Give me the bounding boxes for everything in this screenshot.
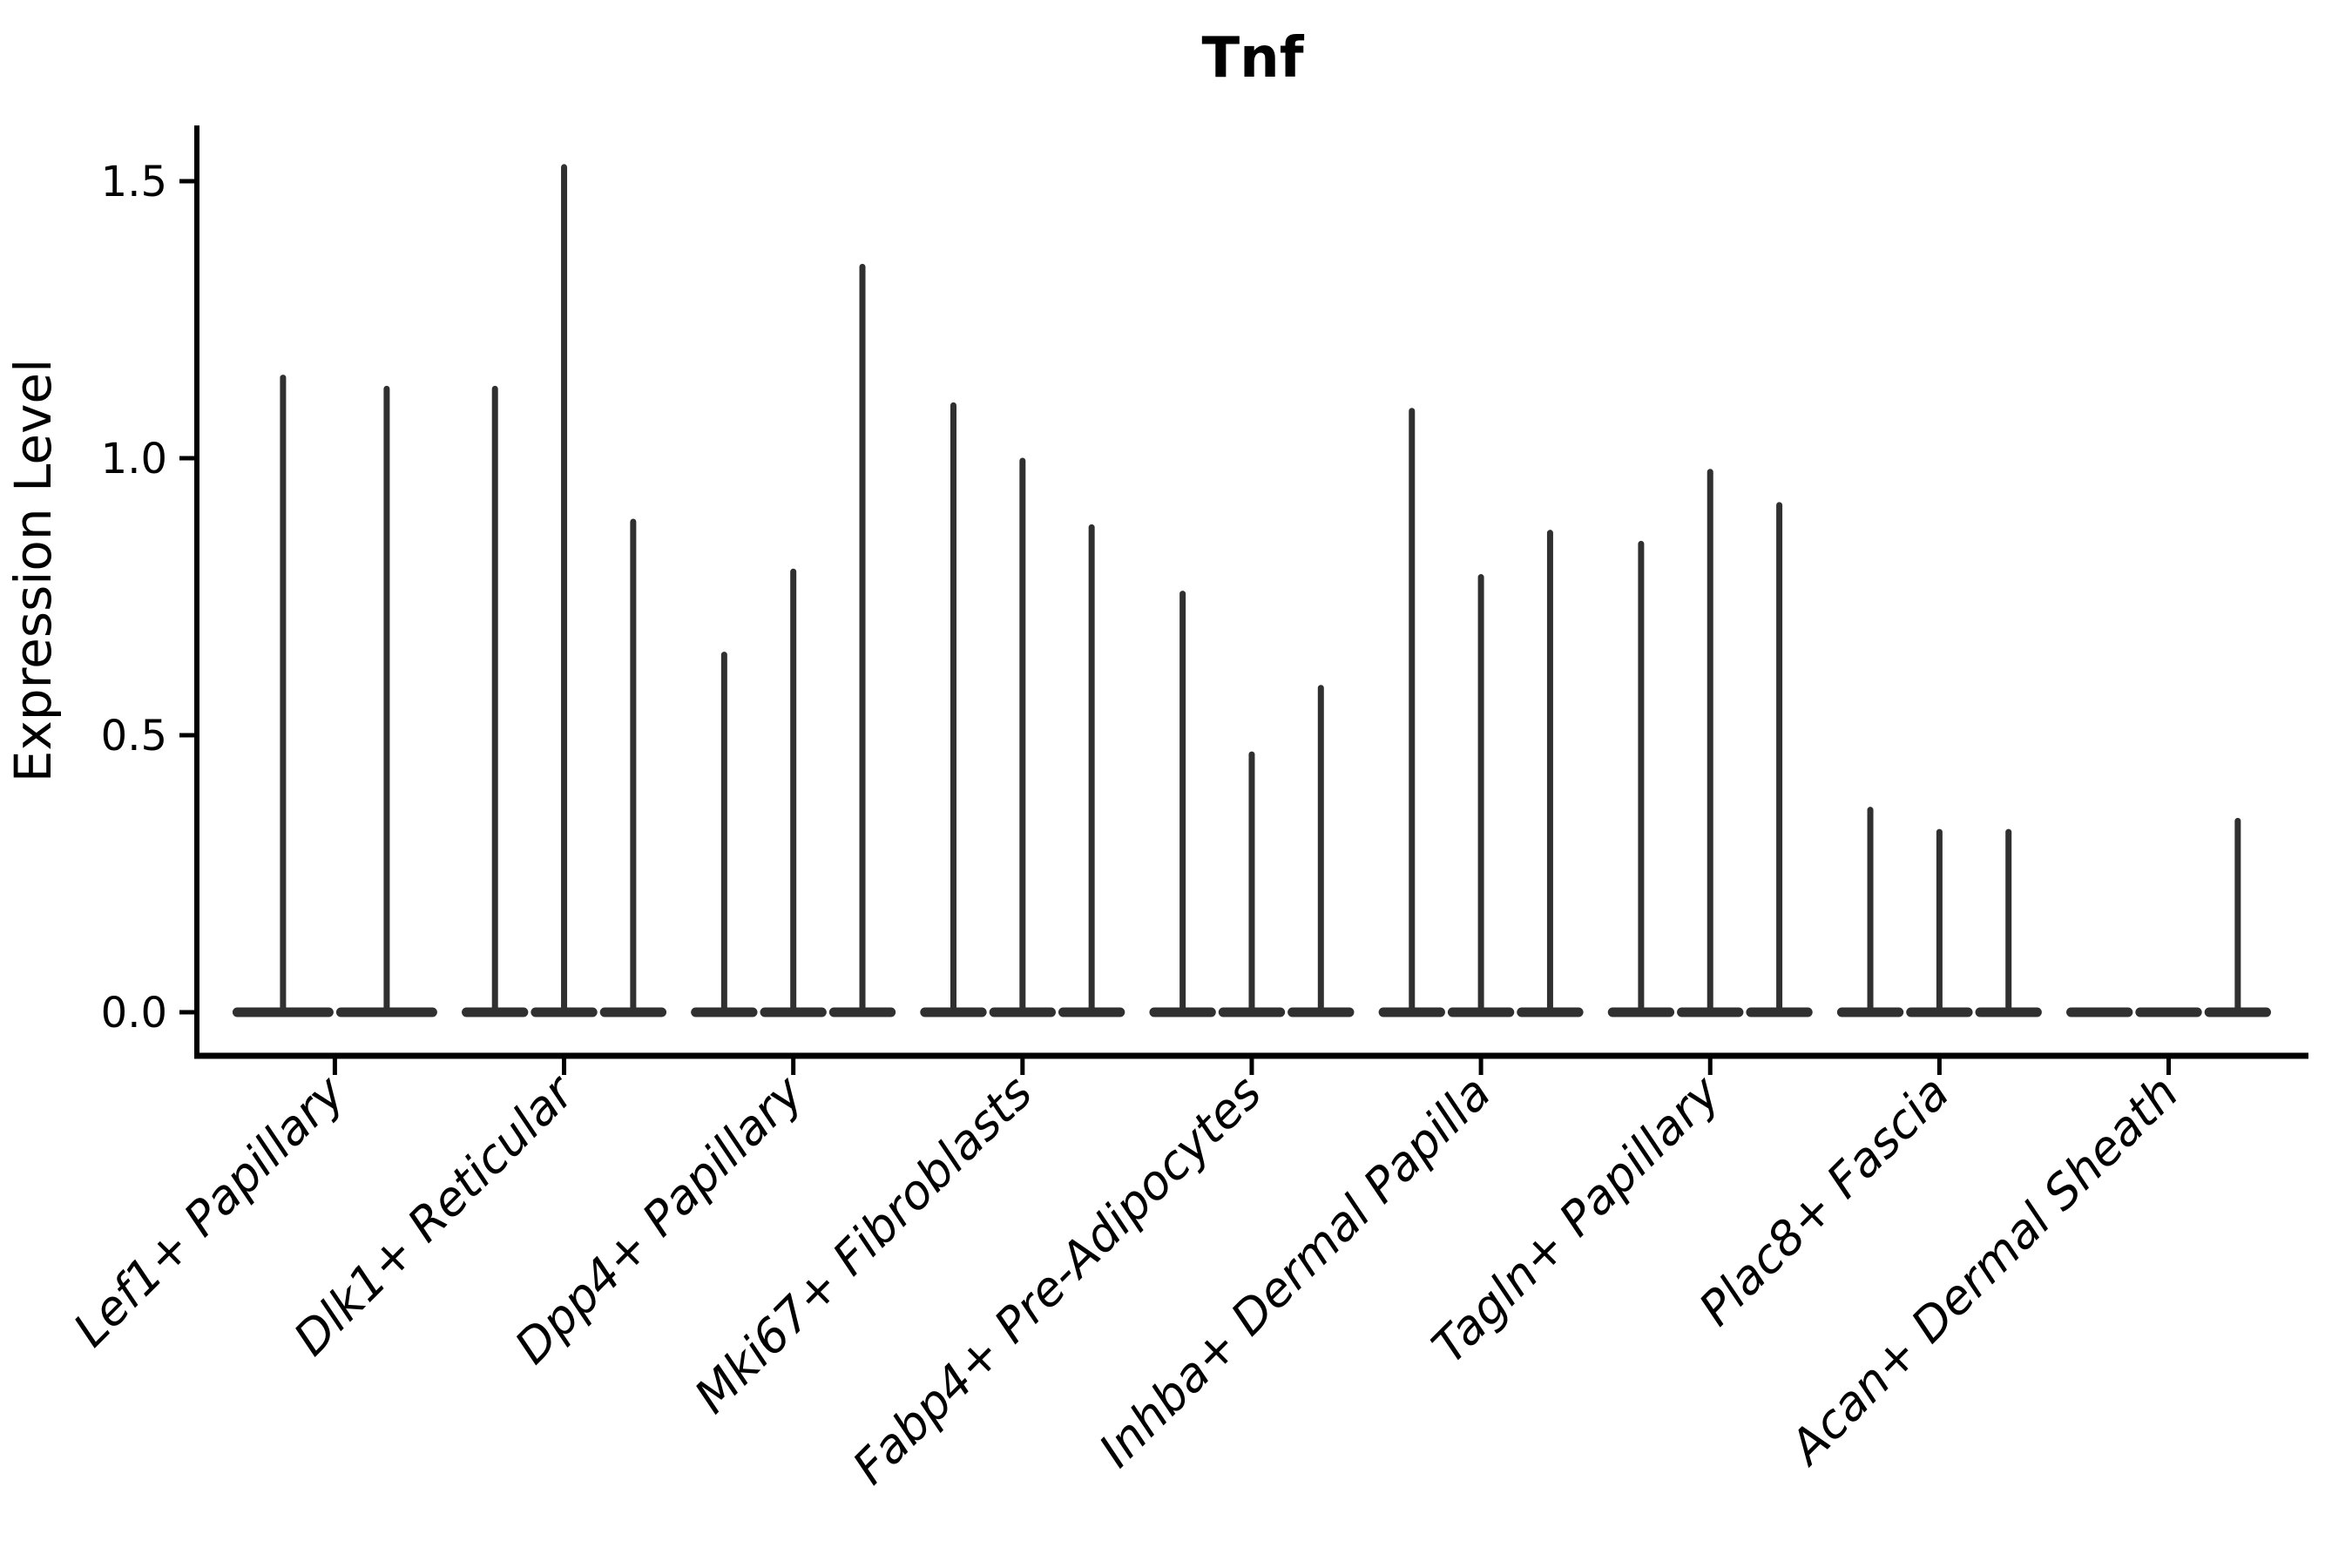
violin-base: [2135, 1007, 2202, 1017]
y-axis-tick-label: 0.5: [101, 712, 167, 760]
y-axis-tick-label: 0.0: [101, 989, 167, 1037]
x-axis-tick-label: Inhba+ Dermal Papilla: [1088, 1065, 1501, 1478]
violin-base: [2066, 1007, 2133, 1017]
y-axis-label: Expression Level: [3, 359, 63, 782]
chart-title: Tnf: [1201, 26, 1304, 91]
x-axis-tick-label: Acan+ Dermal Sheath: [1778, 1065, 2189, 1477]
y-axis-tick-label: 1.5: [101, 158, 167, 206]
y-axis-tick-label: 1.0: [101, 435, 167, 483]
x-axis-tick-label: Fabp4+ Pre-Adipocytes: [842, 1065, 1272, 1495]
